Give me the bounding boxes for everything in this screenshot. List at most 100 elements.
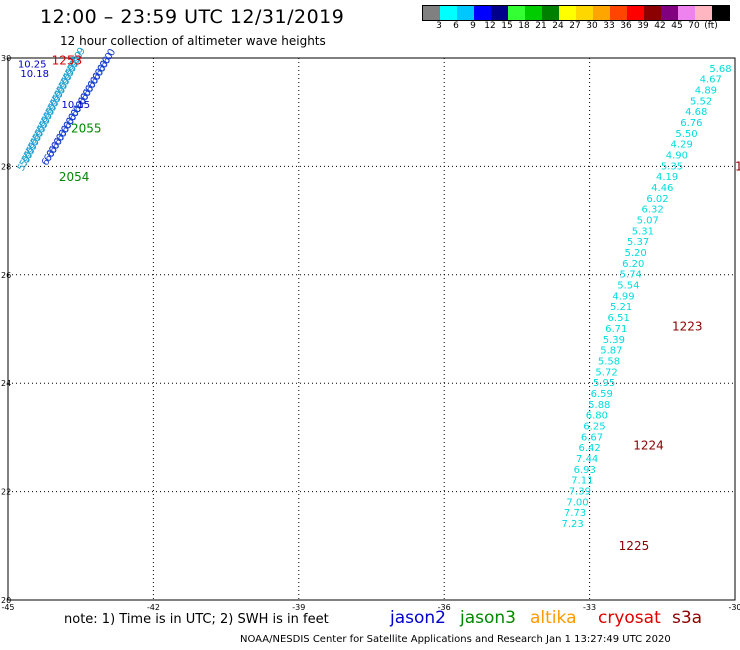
swh-value-s3a: 5.95 (593, 378, 615, 389)
swh-value-s3a: 5.50 (675, 129, 697, 140)
color-swatch (610, 6, 627, 20)
pass-time-label: 2055 (71, 121, 102, 135)
legend-jason2: jason2 (390, 608, 446, 628)
swh-value-s3a: 5.21 (610, 302, 632, 313)
color-swatch (440, 6, 457, 20)
legend-jason3: jason3 (460, 608, 516, 628)
color-scale-label: (ft) (704, 21, 718, 31)
color-swatch (491, 6, 508, 20)
color-scale-label: 70 (688, 21, 700, 31)
swh-value-s3a: 7.11 (571, 476, 593, 487)
color-scale-label: 27 (569, 21, 581, 31)
swh-value-s3a: 6.80 (586, 411, 608, 422)
color-scale-label: 42 (654, 21, 666, 31)
color-scale-labels: 3 6 9 12 15 18 21 24 27 30 33 36 39 42 45 70 (ft) (422, 21, 732, 33)
pass-time-label: 1223 (672, 319, 703, 333)
swh-value-s3a: 5.54 (617, 281, 639, 292)
color-scale-label: 6 (453, 21, 459, 31)
legend-s3a: s3a (672, 608, 703, 628)
color-scale-label: 24 (552, 21, 564, 31)
color-swatch (525, 6, 542, 20)
pass-time-label: 2054 (59, 170, 90, 184)
swh-value-s3a: 5.39 (603, 335, 625, 346)
x-tick-label: -39 (292, 603, 305, 612)
swh-value-jason2: 10.15 (62, 100, 91, 111)
footer-note: note: 1) Time is in UTC; 2) SWH is in fe… (64, 612, 329, 627)
color-swatch (542, 6, 559, 20)
swh-value-s3a: 5.88 (588, 400, 610, 411)
color-swatch (593, 6, 610, 20)
color-scale-label: 3 (436, 21, 442, 31)
swh-value-s3a: 4.29 (671, 140, 693, 151)
swh-value-s3a: 5.72 (595, 367, 617, 378)
pass-time-label: 1222 (735, 159, 740, 173)
color-swatch (559, 6, 576, 20)
swh-value-s3a: 6.02 (646, 194, 668, 205)
swh-value-s3a: 5.35 (661, 161, 683, 172)
color-swatch (474, 6, 491, 20)
swh-value-s3a: 6.32 (641, 205, 663, 216)
color-scale-label: 30 (586, 21, 598, 31)
swh-value-jason2: 10.25 (18, 59, 47, 70)
pass-time-label: 1225 (619, 539, 650, 553)
swh-value-s3a: 6.20 (622, 259, 644, 270)
color-scale-label: 18 (518, 21, 530, 31)
color-scale-bar (422, 5, 730, 21)
y-tick-label: 26 (1, 271, 11, 280)
legend-cryosat: cryosat (598, 608, 661, 628)
color-scale-label: 9 (470, 21, 476, 31)
swh-value-s3a: 5.52 (690, 96, 712, 107)
swh-value-s3a: 6.76 (680, 118, 702, 129)
color-scale-label: 12 (484, 21, 496, 31)
swh-value-s3a: 4.67 (700, 75, 722, 86)
y-tick-label: 24 (1, 379, 11, 388)
color-swatch (678, 6, 695, 20)
swh-value-s3a: 4.89 (695, 85, 717, 96)
legend-altika: altika (530, 608, 577, 628)
y-tick-label: 28 (1, 162, 11, 171)
plot-frame (7, 57, 736, 601)
x-tick-label: -33 (583, 603, 596, 612)
swh-value-s3a: 6.67 (581, 432, 603, 443)
swh-value-s3a: 5.37 (627, 237, 649, 248)
color-scale-label: 45 (671, 21, 683, 31)
swh-value-s3a: 4.90 (666, 150, 688, 161)
swh-value-s3a: 7.00 (566, 497, 588, 508)
swh-value-s3a: 5.07 (637, 216, 659, 227)
color-scale-label: 21 (535, 21, 547, 31)
swh-value-s3a: 4.19 (656, 172, 678, 183)
color-swatch (576, 6, 593, 20)
swh-value-s3a: 5.31 (632, 226, 654, 237)
y-tick-label: 30 (1, 54, 11, 63)
color-scale-label: 36 (620, 21, 632, 31)
swh-value-s3a: 5.58 (598, 356, 620, 367)
color-scale-label: 15 (501, 21, 513, 31)
color-swatch (661, 6, 678, 20)
y-tick-label: 22 (1, 488, 11, 497)
pass-time-label: 1224 (633, 439, 664, 453)
color-swatch (508, 6, 525, 20)
pass-time-label: 1253 (52, 54, 83, 68)
color-swatch (627, 6, 644, 20)
y-tick-label: 20 (1, 596, 11, 605)
x-tick-label: -45 (1, 603, 14, 612)
swh-value-s3a: 6.59 (591, 389, 613, 400)
swh-value-s3a: 7.44 (576, 454, 598, 465)
x-tick-label: -30 (728, 603, 740, 612)
footer-credit: NOAA/NESDIS Center for Satellite Applica… (240, 634, 671, 645)
color-scale-label: 39 (637, 21, 649, 31)
swh-value-s3a: 5.74 (620, 270, 642, 281)
page-title: 12:00 – 23:59 UTC 12/31/2019 (40, 6, 345, 28)
swh-value-s3a: 4.99 (612, 291, 634, 302)
swh-value-s3a: 6.93 (574, 465, 596, 476)
color-scale-label: 33 (603, 21, 615, 31)
x-tick-label: -42 (147, 603, 160, 612)
color-swatch (695, 6, 712, 20)
swh-value-s3a: 4.46 (651, 183, 673, 194)
swh-value-s3a: 6.25 (583, 421, 605, 432)
page-subtitle: 12 hour collection of altimeter wave hei… (60, 34, 326, 48)
swh-value-s3a: 6.51 (608, 313, 630, 324)
color-swatch (457, 6, 474, 20)
x-tick-label: -36 (438, 603, 451, 612)
